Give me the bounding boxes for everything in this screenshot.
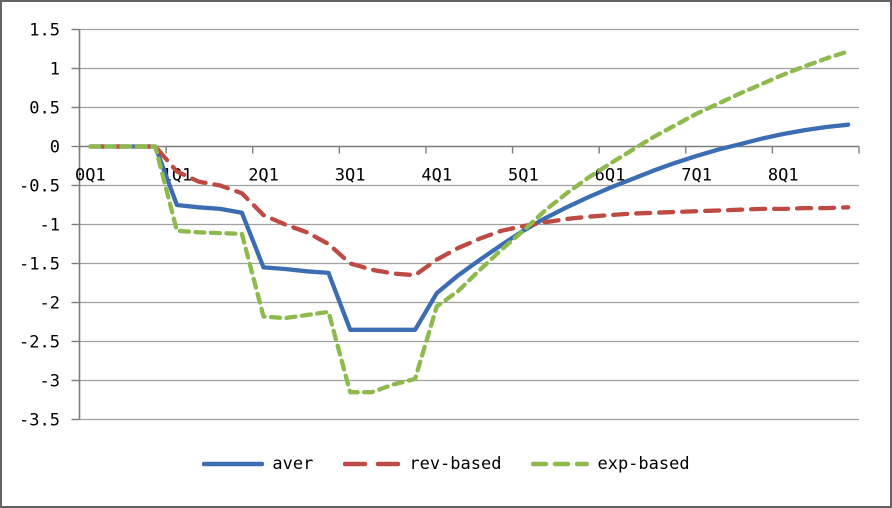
x-axis-label: 4Q1 xyxy=(421,166,452,186)
y-axis-label: -3.5 xyxy=(19,411,60,431)
y-axis-label: -1 xyxy=(40,216,60,236)
y-axis-label: -1.5 xyxy=(19,255,60,275)
legend-item-rev-based: rev-based xyxy=(343,454,501,474)
x-axis-label: 3Q1 xyxy=(335,166,366,186)
legend-label-exp-based: exp-based xyxy=(597,454,690,474)
y-axis-label: -2 xyxy=(40,294,60,314)
y-axis-label: 1.5 xyxy=(29,21,60,41)
y-axis-label: -2.5 xyxy=(19,333,60,353)
legend-label-aver: aver xyxy=(272,454,314,474)
legend-item-exp-based: exp-based xyxy=(531,454,690,474)
y-axis-label: 1 xyxy=(50,60,60,80)
chart-legend: aver rev-based exp-based xyxy=(2,454,890,474)
y-axis-label: -3 xyxy=(40,372,60,392)
legend-swatch-exp-based-line xyxy=(531,461,590,467)
legend-label-rev-based: rev-based xyxy=(409,454,502,474)
legend-swatch-rev-based-line xyxy=(343,461,402,467)
y-axis-label: 0 xyxy=(50,138,60,158)
legend-swatch-aver-line xyxy=(202,461,265,467)
x-axis-label: 8Q1 xyxy=(768,166,799,186)
y-axis-label: -0.5 xyxy=(19,177,60,197)
x-axis-label: 5Q1 xyxy=(508,166,539,186)
legend-item-aver: aver xyxy=(202,454,313,474)
x-axis-label: 7Q1 xyxy=(681,166,712,186)
x-axis-label: 0Q1 xyxy=(75,166,106,186)
y-axis-label: 0.5 xyxy=(29,99,60,119)
series-exp-based-line xyxy=(88,49,851,395)
series-rev-based-line xyxy=(88,144,851,278)
series-aver-line xyxy=(88,122,851,332)
x-axis-label: 2Q1 xyxy=(248,166,279,186)
